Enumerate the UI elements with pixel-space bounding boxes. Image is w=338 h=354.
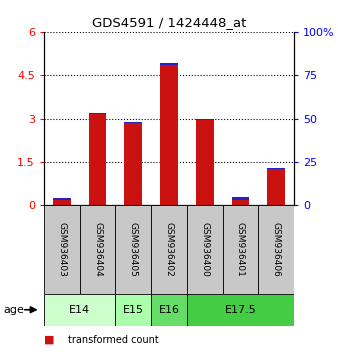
Text: GSM936405: GSM936405: [129, 222, 138, 277]
Bar: [124, 122, 142, 123]
Text: transformed count: transformed count: [68, 335, 158, 345]
Bar: [160, 65, 178, 205]
Bar: [187, 205, 223, 294]
Text: GSM936401: GSM936401: [236, 222, 245, 277]
Bar: [80, 205, 115, 294]
Text: GSM936403: GSM936403: [57, 222, 66, 277]
Text: age: age: [3, 305, 24, 315]
Text: ■: ■: [44, 335, 54, 345]
Text: GSM936404: GSM936404: [93, 222, 102, 277]
Bar: [89, 114, 106, 205]
Bar: [115, 205, 151, 294]
Title: GDS4591 / 1424448_at: GDS4591 / 1424448_at: [92, 16, 246, 29]
Bar: [89, 113, 106, 114]
Text: E16: E16: [159, 305, 179, 315]
Bar: [151, 294, 187, 326]
Text: E14: E14: [69, 305, 90, 315]
Bar: [187, 294, 294, 326]
Text: GSM936400: GSM936400: [200, 222, 209, 277]
Text: E17.5: E17.5: [224, 305, 256, 315]
Text: GSM936406: GSM936406: [272, 222, 281, 277]
Bar: [196, 120, 214, 205]
Bar: [267, 169, 285, 205]
Bar: [53, 198, 71, 200]
Bar: [223, 205, 258, 294]
Bar: [44, 205, 80, 294]
Bar: [124, 123, 142, 205]
Text: GSM936402: GSM936402: [165, 222, 173, 277]
Bar: [232, 197, 249, 200]
Bar: [258, 205, 294, 294]
Text: E15: E15: [123, 305, 144, 315]
Bar: [160, 63, 178, 65]
Bar: [115, 294, 151, 326]
Bar: [44, 294, 115, 326]
Bar: [151, 205, 187, 294]
Bar: [53, 200, 71, 205]
Bar: [267, 168, 285, 169]
Bar: [196, 119, 214, 120]
Bar: [232, 200, 249, 205]
